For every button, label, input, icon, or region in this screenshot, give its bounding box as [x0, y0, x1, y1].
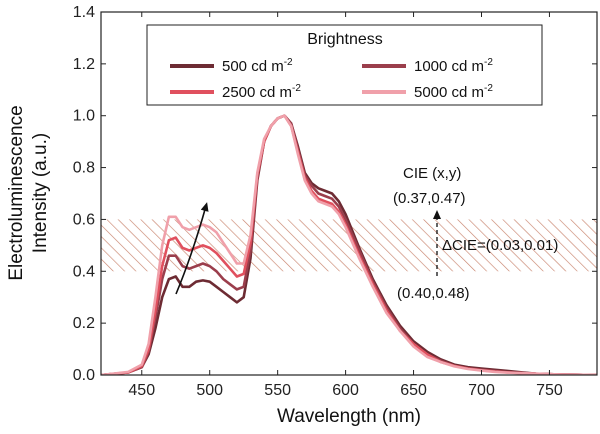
delta-cie-label: ΔCIE=(0.03,0.01): [442, 237, 558, 254]
y-axis-title-line1: Electroluminescence: [6, 105, 27, 280]
y-tick-label: 1.0: [73, 108, 95, 125]
plot-frame: [100, 11, 598, 376]
cie-bottom-value: (0.40,0.48): [397, 285, 470, 302]
x-tick-label: 750: [536, 382, 563, 399]
brightness-trend-arrow: [175, 202, 209, 295]
y-tick-label: 1.4: [73, 4, 95, 21]
y-tick-label: 0.6: [73, 211, 95, 228]
legend-label-2: 1000 cd m-2: [414, 57, 493, 75]
x-axis-title: Wavelength (nm): [277, 406, 421, 427]
y-tick-label: 0.8: [73, 160, 95, 177]
delta-cie-value: CIE=(0.03,0.01): [452, 237, 558, 254]
series-line-4: [101, 114, 597, 375]
y-tick-label: 0.2: [73, 315, 95, 332]
axis-ticks: 450 500 550 600 650 700 750 0.0 0.2 0.4 0.6 0.8 1.0 1…: [73, 4, 597, 399]
y-tick-label: 0.4: [73, 263, 95, 280]
y-axis-title-line2: Intensity (a.u.): [30, 133, 51, 253]
x-tick-label: 650: [400, 382, 427, 399]
x-tick-label: 600: [332, 382, 359, 399]
x-tick-label: 500: [196, 382, 223, 399]
x-tick-label: 700: [468, 382, 495, 399]
legend-label-1: 500 cd m-2: [222, 57, 293, 75]
delta-symbol: Δ: [442, 237, 452, 254]
legend-label-4: 5000 cd m-2: [414, 83, 493, 101]
y-tick-label: 1.2: [73, 56, 95, 73]
series-group: [101, 114, 597, 375]
legend-label-3: 2500 cd m-2: [222, 83, 301, 101]
legend: Brightness 500 cd m-2 1000 cd m-2 2500 cd …: [146, 24, 543, 106]
y-tick-label: 0.0: [73, 367, 95, 384]
x-tick-label: 450: [128, 382, 155, 399]
legend-title: Brightness: [307, 31, 383, 48]
cie-top-value: (0.37,0.47): [393, 190, 466, 207]
x-tick-label: 550: [264, 382, 291, 399]
cie-label: CIE (x,y): [403, 165, 461, 182]
